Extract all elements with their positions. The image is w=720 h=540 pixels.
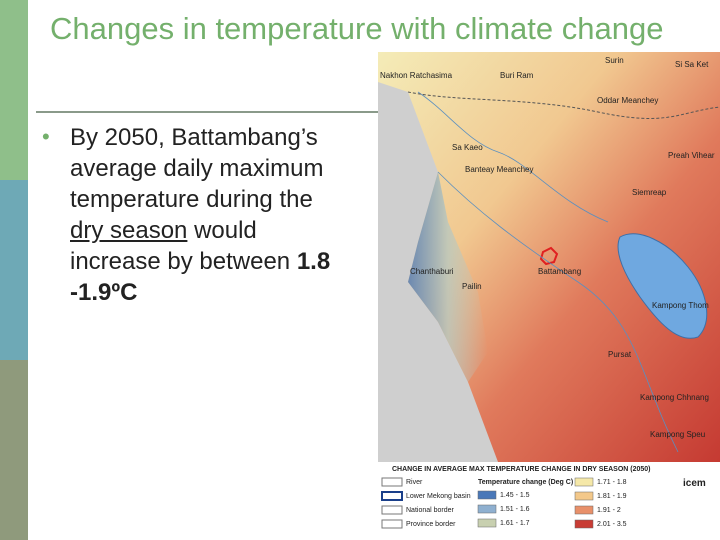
place-label: Nakhon Ratchasima: [380, 71, 453, 80]
battambang-outline: [539, 246, 559, 266]
place-label: Chanthaburi: [410, 267, 454, 276]
legend-symbol: [381, 491, 403, 501]
legend-title: CHANGE IN AVERAGE MAX TEMPERATURE CHANGE…: [392, 466, 651, 473]
national-border: [407, 91, 720, 119]
accent-strip: [0, 360, 28, 540]
legend-class: 2.01 - 3.5: [597, 521, 627, 528]
accent-strip: [0, 0, 28, 180]
place-label: Buri Ram: [500, 71, 534, 80]
legend-feature: Province border: [406, 521, 456, 528]
slide-title: Changes in temperature with climate chan…: [50, 11, 664, 46]
legend-symbol: [381, 519, 403, 529]
place-label: Pursat: [608, 350, 632, 359]
river: [417, 91, 609, 223]
legend-symbol: [381, 477, 403, 487]
logo: icem: [683, 478, 706, 489]
place-label: Oddar Meanchey: [597, 96, 658, 105]
river: [437, 171, 679, 453]
accent-strip: [0, 180, 28, 360]
place-label: Surin: [605, 56, 624, 65]
place-label: Kampong Thom: [652, 301, 709, 310]
legend-scale-title: Temperature change (Deg C): [478, 479, 573, 486]
text: By 2050, Battambang’s average daily maxi…: [70, 124, 324, 213]
legend-feature: National border: [406, 507, 455, 514]
legend-swatch: [477, 504, 497, 514]
title-rule: [36, 111, 380, 113]
place-label: Pailin: [462, 282, 482, 291]
legend-class: 1.45 - 1.5: [500, 492, 530, 499]
place-label: Si Sa Ket: [675, 60, 709, 69]
place-label: Kampong Speu: [650, 430, 705, 439]
legend-class: 1.91 - 2: [597, 507, 621, 514]
legend-swatch: [477, 490, 497, 500]
bullet-text: By 2050, Battambang’s average daily maxi…: [70, 122, 345, 308]
legend-symbol: [381, 505, 403, 515]
underlined-text: dry season: [70, 217, 188, 244]
legend-swatch: [574, 519, 594, 529]
place-label: Preah Vihear: [668, 151, 715, 160]
map: Nakhon Ratchasima Buri Ram Surin Si Sa Ket O…: [378, 52, 720, 540]
legend-feature: Lower Mekong basin: [406, 493, 471, 500]
place-label: Battambang: [538, 267, 581, 276]
bold-text: 1.8 -1.9ºC: [70, 248, 331, 306]
place-label: Kampong Chhnang: [640, 393, 709, 402]
legend-class: 1.81 - 1.9: [597, 493, 627, 500]
legend-class: 1.61 - 1.7: [500, 520, 530, 527]
legend-feature: River: [406, 479, 423, 486]
place-label: Siemreap: [632, 188, 667, 197]
legend-class: 1.51 - 1.6: [500, 506, 530, 513]
legend-swatch: [574, 491, 594, 501]
text: would increase by between: [70, 217, 297, 275]
legend-swatch: [574, 477, 594, 487]
lake: [617, 233, 708, 339]
legend-panel: [378, 462, 720, 540]
legend-class: 1.71 - 1.8: [597, 479, 627, 486]
place-label: Sa Kaeo: [452, 143, 483, 152]
bullet-marker: •: [42, 124, 50, 149]
place-label: Banteay Meanchey: [465, 165, 534, 174]
coastal-zone: [408, 172, 488, 382]
legend-swatch: [477, 518, 497, 528]
legend-swatch: [574, 505, 594, 515]
